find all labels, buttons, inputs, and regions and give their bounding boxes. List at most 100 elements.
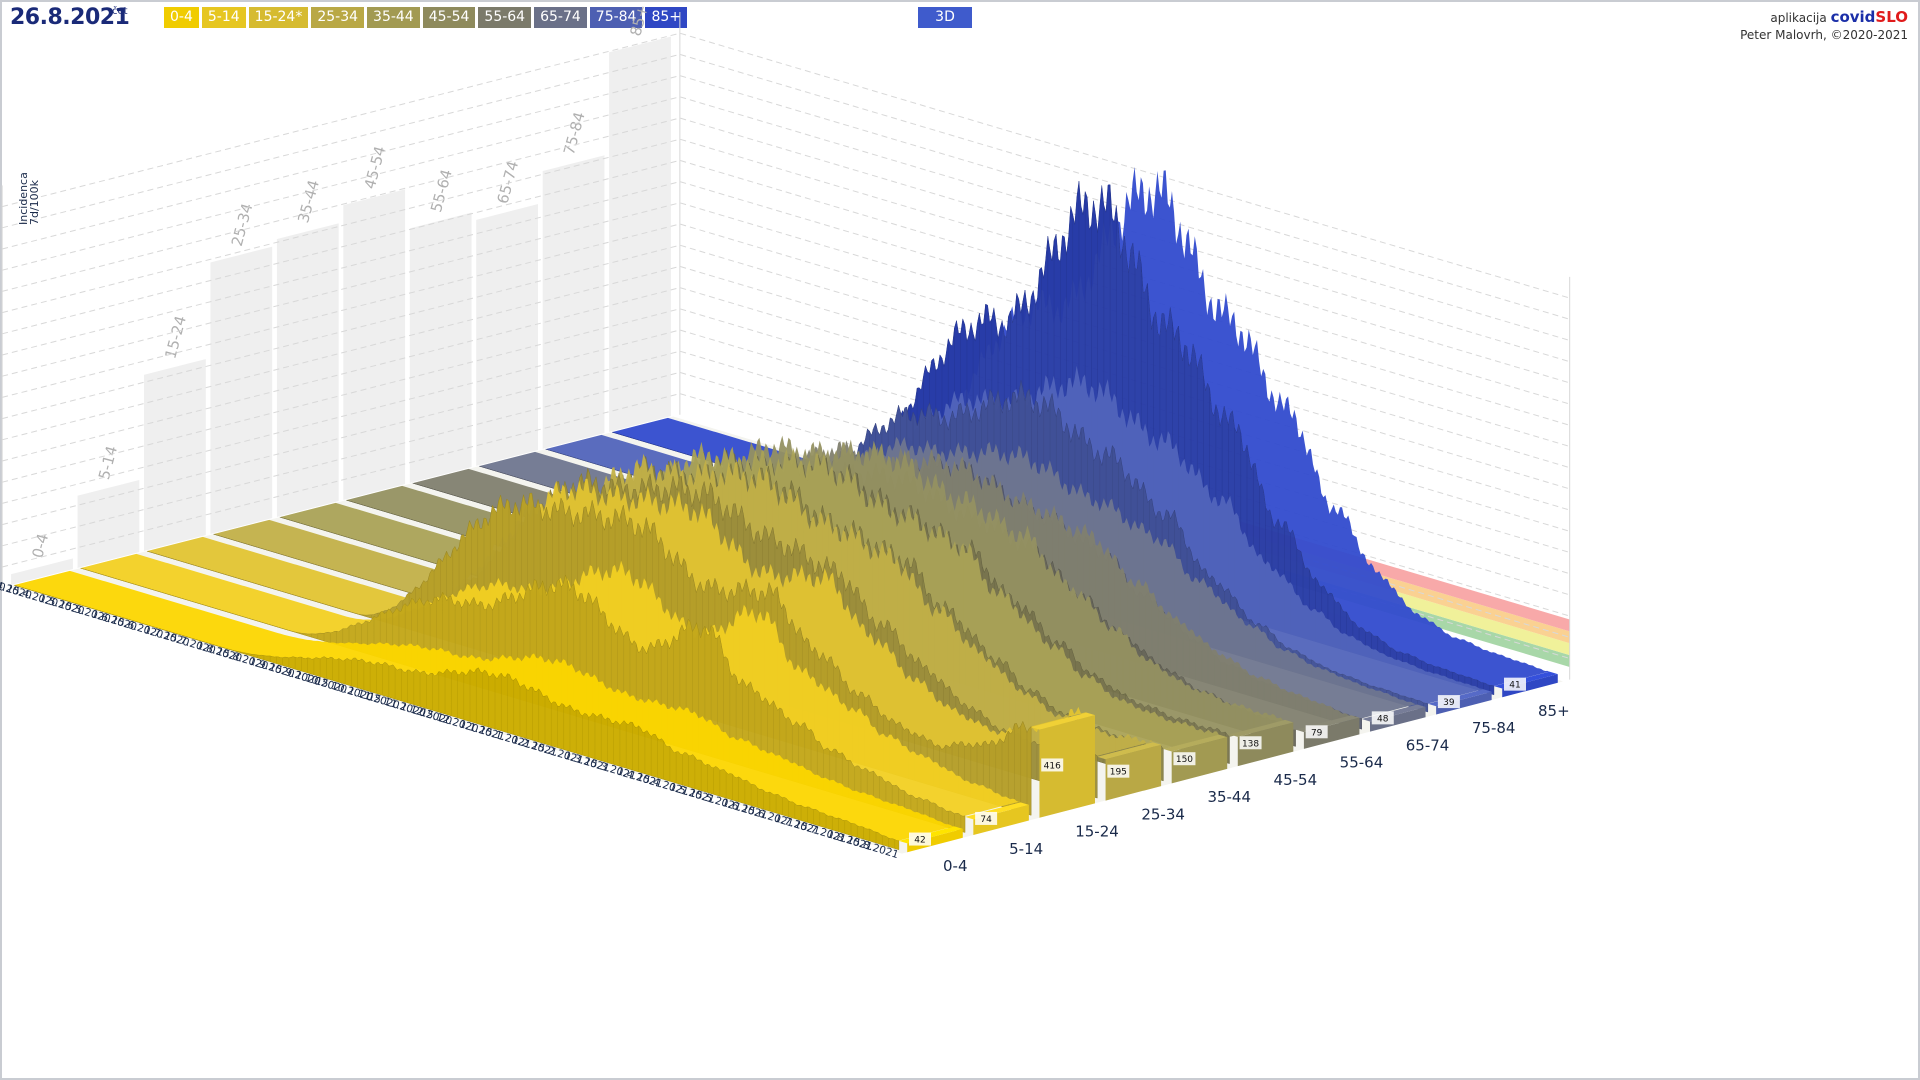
latest-bar-side-0-4 [907,828,963,853]
z-tick-15-24: 15-24 [1075,823,1119,841]
back-wall-label-85+: 85+ [626,3,652,38]
y-axis-label-line2: Incidenca [17,172,30,225]
z-tick-85+: 85+ [1538,702,1570,720]
z-tick-65-74: 65-74 [1406,736,1450,754]
grid-line-800 [2,244,1570,511]
latest-bar-side-55-64 [1303,717,1360,749]
latest-value-labels: 42 74 416 195 150 138 79 48 39 41 [909,677,1526,846]
series-front-0-4 [14,584,900,851]
grid-line-200 [2,371,1570,638]
back-wall-label-65-74: 65-74 [494,159,523,206]
y-axis: 7d/100k Incidenca 1002003004005006007008… [17,172,41,225]
latest-bar-side-85+ [1502,674,1558,698]
legend-item-75-84[interactable]: 75-84 [589,7,643,28]
grid-line-600 [2,287,1570,553]
value-label-25-34: 195 [1107,764,1130,778]
z-tick-25-34: 25-34 [1141,805,1185,823]
series-top-35-44 [279,441,1219,750]
value-label-text: 41 [1509,681,1520,691]
value-label-75-84: 39 [1437,695,1460,709]
grid-line-1500 [2,96,1570,363]
weekday-label: čet [112,6,128,17]
value-label-text: 416 [1044,761,1061,771]
value-label-bg [1437,695,1460,709]
legend-item-15-24[interactable]: 15-24* [248,7,309,28]
back-wall-label-5-14: 5-14 [95,444,121,482]
latest-bar-top-25-34 [1097,742,1162,760]
credit-prefix: aplikacija [1770,11,1827,25]
series-hatch-5-14 [292,580,962,832]
legend-item-45-54[interactable]: 45-54 [422,7,476,28]
value-label-text: 39 [1443,698,1455,708]
value-label-bg [1305,725,1328,739]
value-label-85+: 41 [1504,677,1526,691]
latest-bar-top-35-44 [1163,734,1228,752]
grid-line-1400 [2,117,1570,384]
x-tick-15.3.2020: 15.3.2020 [0,567,7,594]
series-top-75-84 [545,365,1484,704]
back-wall-bar-85+ [607,33,673,435]
value-label-bg [1239,736,1262,750]
series-top-5-14 [80,553,1021,817]
grid-line-1100 [2,181,1570,447]
legend-item-0-4[interactable]: 0-4 [164,7,199,28]
back-wall-label-75-84: 75-84 [560,110,589,157]
value-label-45-54: 138 [1239,736,1262,750]
value-label-text: 48 [1377,714,1389,724]
grid-line-500 [2,308,1570,575]
grid-lines [1,12,1571,680]
legend-item-85plus[interactable]: 85+ [645,7,688,28]
grid-line-1300 [2,138,1570,405]
latest-bar-side-75-84 [1436,691,1492,715]
legend-item-55-64[interactable]: 55-64 [478,7,532,28]
z-tick-45-54: 45-54 [1274,771,1318,789]
mode-3d-button[interactable]: 3D [918,7,972,28]
back-wall-bar-15-24 [141,356,208,554]
grid-line-900 [2,223,1570,490]
series-hatch-0-4 [226,648,896,849]
grid-line-400 [2,329,1570,596]
back-wall-label-25-34: 25-34 [228,201,257,248]
value-label-bg [1173,752,1196,766]
latest-bar-side-15-24 [1039,715,1095,818]
z-axis-age-labels: 0-4 5-14 15-24 25-34 35-44 45-54 55-64 65-74 75-… [943,702,1570,875]
grid-line-700 [2,265,1570,532]
value-label-35-44: 150 [1173,752,1196,766]
value-label-bg [1504,677,1526,691]
grid-line-1200 [2,159,1570,426]
legend-item-25-34[interactable]: 25-34 [311,7,365,28]
value-label-text: 195 [1110,768,1127,778]
legend-item-65-74[interactable]: 65-74 [534,7,587,28]
value-label-bg [975,811,998,825]
value-label-bg [1107,764,1130,778]
back-wall-bar-25-34 [208,244,275,537]
value-label-65-74: 48 [1371,711,1394,725]
value-label-text: 42 [914,836,925,846]
back-wall-bar-55-64 [407,210,474,486]
value-label-bg [909,832,931,846]
value-label-0-4: 42 [909,832,931,846]
latest-bar-side-5-14 [973,804,1029,836]
latest-bar-side-45-54 [1237,722,1294,767]
back-wall-bar-65-74 [474,201,541,469]
app-credit: aplikacija covidSLO [1770,8,1908,26]
grid-line-1700 [2,53,1570,320]
value-label-bg [1371,711,1394,725]
legend-item-35-44[interactable]: 35-44 [367,7,420,28]
back-wall-label-35-44: 35-44 [294,178,323,225]
grid-line-300 [2,350,1570,617]
series-top-45-54 [346,435,1286,737]
brand-covid[interactable]: covid [1830,8,1876,26]
y-axis-label-line1: 7d/100k [28,179,41,225]
current-date: 26.8.2021 [10,5,130,30]
series-top-0-4 [14,570,955,841]
z-tick-5-14: 5-14 [1009,840,1043,858]
z-tick-0-4: 0-4 [943,857,968,875]
back-wall-label-0-4: 0-4 [28,532,52,560]
series-front-5-14 [80,567,966,833]
brand-slo[interactable]: SLO [1875,8,1908,26]
latest-bar-top-45-54 [1229,719,1294,737]
back-wall-label-55-64: 55-64 [427,167,456,214]
value-label-text: 138 [1242,739,1259,749]
legend-item-5-14[interactable]: 5-14 [201,7,246,28]
